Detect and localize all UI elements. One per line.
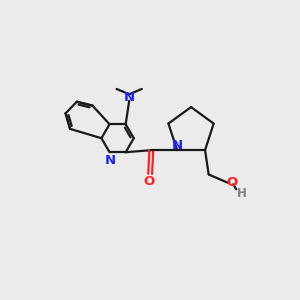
Text: O: O: [143, 175, 154, 188]
Text: N: N: [124, 91, 135, 104]
Text: N: N: [105, 154, 116, 167]
Text: N: N: [172, 139, 183, 152]
Text: O: O: [227, 176, 238, 189]
Text: H: H: [237, 187, 247, 200]
